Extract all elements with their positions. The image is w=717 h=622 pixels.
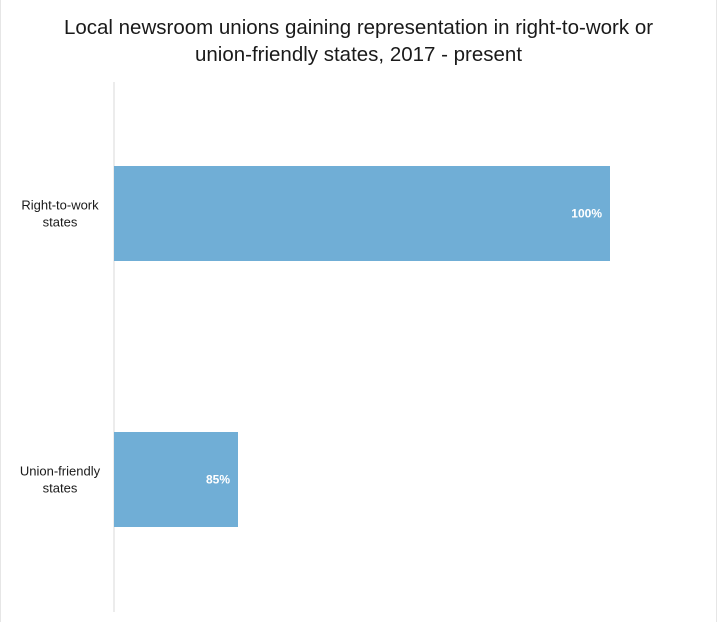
category-label-1: Union-friendly states: [20, 464, 101, 496]
category-label-1-line-0: Union-friendly: [20, 464, 101, 479]
data-label-1: 85%: [206, 473, 230, 487]
plot-area: 100% Right-to-work states 85% Union-friendly…: [20, 82, 610, 612]
category-label-0-line-1: states: [43, 215, 78, 230]
chart-title: Local newsroom unions gaining representa…: [0, 14, 717, 68]
chart-title-line-1: Local newsroom unions gaining representa…: [63, 16, 654, 39]
bar-1: [114, 432, 238, 527]
category-label-0: Right-to-work states: [21, 198, 99, 230]
data-label-0: 100%: [571, 207, 602, 221]
chart-title-line-2: union-friendly states, 2017 - present: [194, 43, 523, 66]
bar-0: [114, 166, 610, 261]
category-label-1-line-1: states: [43, 481, 78, 496]
category-label-0-line-0: Right-to-work: [21, 198, 99, 213]
